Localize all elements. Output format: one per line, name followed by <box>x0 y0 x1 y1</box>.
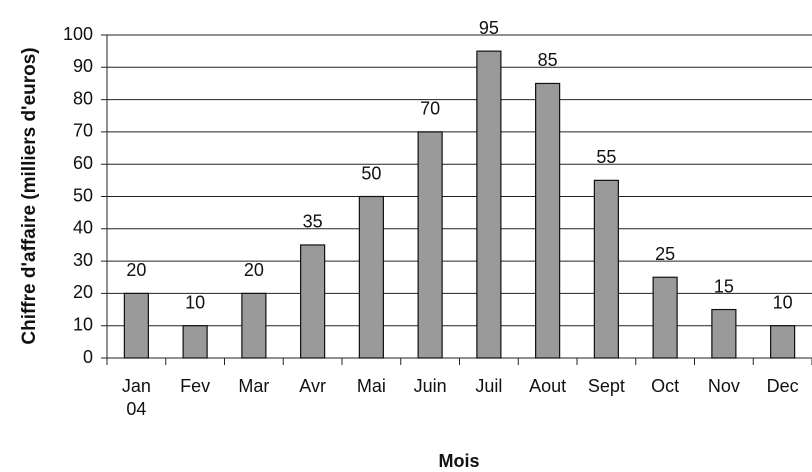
y-tick-label: 20 <box>73 282 93 302</box>
x-tick-label: Mai <box>357 376 386 396</box>
bar <box>652 276 678 359</box>
y-tick-label: 60 <box>73 153 93 173</box>
value-label: 15 <box>714 276 734 296</box>
x-tick-label: Fev <box>180 376 210 396</box>
x-tick-label: Avr <box>299 376 326 396</box>
bar <box>417 131 443 359</box>
value-label: 20 <box>126 260 146 280</box>
y-tick-label: 10 <box>73 314 93 334</box>
y-tick-label: 30 <box>73 250 93 270</box>
y-tick-label: 0 <box>83 347 93 367</box>
value-label: 35 <box>303 212 323 232</box>
value-label: 20 <box>244 260 264 280</box>
bar <box>123 292 149 359</box>
x-tick-label: Oct <box>651 376 679 396</box>
x-tick-label: Juil <box>475 376 502 396</box>
bar <box>358 195 384 359</box>
value-label: 55 <box>596 147 616 167</box>
y-tick-label: 50 <box>73 185 93 205</box>
value-label: 25 <box>655 244 675 264</box>
x-tick-label: Sept <box>588 376 625 396</box>
value-label: 85 <box>538 50 558 70</box>
x-tick-label: Mar <box>238 376 269 396</box>
x-tick-label: Dec <box>767 376 799 396</box>
x-tick-label: Nov <box>708 376 740 396</box>
bar <box>182 325 208 359</box>
bar <box>593 179 619 359</box>
x-axis-title: Mois <box>438 451 479 471</box>
value-label: 95 <box>479 18 499 38</box>
bar <box>300 244 326 359</box>
value-label: 50 <box>361 163 381 183</box>
bar <box>241 292 267 359</box>
bar <box>535 82 561 359</box>
x-tick-label: Juin <box>414 376 447 396</box>
y-tick-label: 80 <box>73 88 93 108</box>
x-tick-label: Aout <box>529 376 566 396</box>
bar <box>476 50 502 359</box>
value-label: 10 <box>185 292 205 312</box>
bar <box>770 325 796 359</box>
y-tick-label: 70 <box>73 121 93 141</box>
y-tick-label: 40 <box>73 218 93 238</box>
value-label: 10 <box>773 292 793 312</box>
y-axis-title: Chiffre d'affaire (milliers d'euros) <box>19 47 40 344</box>
y-tick-label: 90 <box>73 56 93 76</box>
bar <box>711 308 737 359</box>
x-tick-label: Jan 04 <box>122 376 151 419</box>
y-tick-label: 100 <box>63 24 93 44</box>
value-label: 70 <box>420 99 440 119</box>
